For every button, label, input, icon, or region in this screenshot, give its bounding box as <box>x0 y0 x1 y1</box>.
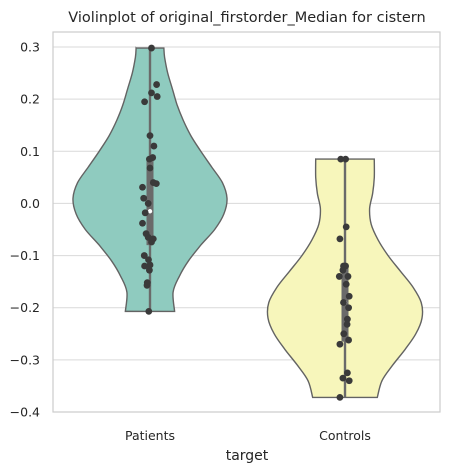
data-point <box>336 394 344 401</box>
violins <box>72 46 424 399</box>
data-point <box>339 374 347 382</box>
data-point <box>336 340 344 348</box>
data-point <box>153 81 161 88</box>
plot-frame <box>52 31 441 413</box>
data-point <box>145 307 153 315</box>
data-point <box>342 155 349 163</box>
data-point <box>141 209 149 217</box>
y-tick-label: 0.1 <box>20 144 40 159</box>
y-tick-label: 0.2 <box>20 92 40 107</box>
data-points <box>139 44 353 401</box>
data-point <box>345 304 352 312</box>
data-point <box>150 142 158 150</box>
data-point <box>140 194 148 202</box>
y-tick-label: −0.2 <box>10 300 40 315</box>
data-point <box>139 219 146 227</box>
y-tick-label: 0.0 <box>20 196 40 211</box>
data-point <box>141 98 149 106</box>
data-point <box>343 321 351 328</box>
data-point <box>149 154 157 161</box>
y-tick-labels: 0.3 0.2 0.1 0.0 −0.1 −0.2 −0.3 −0.4 <box>10 40 40 420</box>
y-tick-label: −0.3 <box>10 352 40 367</box>
x-tick-label: Controls <box>319 428 371 443</box>
y-tick-label: −0.1 <box>10 248 40 263</box>
y-tick-label: −0.4 <box>10 405 40 420</box>
data-point <box>344 273 352 280</box>
data-point <box>146 261 154 269</box>
data-point <box>141 262 149 270</box>
data-point <box>335 273 343 280</box>
x-axis-label: target <box>226 448 269 464</box>
data-point <box>148 89 155 97</box>
x-tick-labels: Patients Controls <box>125 428 371 443</box>
data-point <box>344 369 351 377</box>
data-point <box>146 164 154 172</box>
y-tick-label: 0.3 <box>20 40 40 55</box>
data-point <box>342 223 350 231</box>
violin-median-marker <box>147 209 153 214</box>
data-point <box>146 132 154 140</box>
data-point <box>345 292 353 300</box>
data-point <box>139 183 146 191</box>
data-point <box>140 252 148 259</box>
data-point <box>336 235 344 243</box>
data-point <box>342 280 350 288</box>
data-point <box>345 377 353 385</box>
data-point <box>146 266 153 274</box>
data-point <box>144 200 152 207</box>
data-point <box>337 155 345 163</box>
data-point <box>339 266 347 274</box>
chart-title: Violinplot of original_firstorder_Median… <box>68 10 425 26</box>
data-point <box>340 299 347 306</box>
data-point <box>148 238 155 246</box>
data-point <box>340 330 348 338</box>
data-point <box>148 44 155 52</box>
data-point <box>145 256 152 264</box>
data-point <box>345 336 352 344</box>
data-point <box>152 180 160 188</box>
data-point <box>344 315 351 323</box>
data-point <box>143 281 151 289</box>
data-point <box>153 93 161 100</box>
x-tick-label: Patients <box>125 428 175 443</box>
